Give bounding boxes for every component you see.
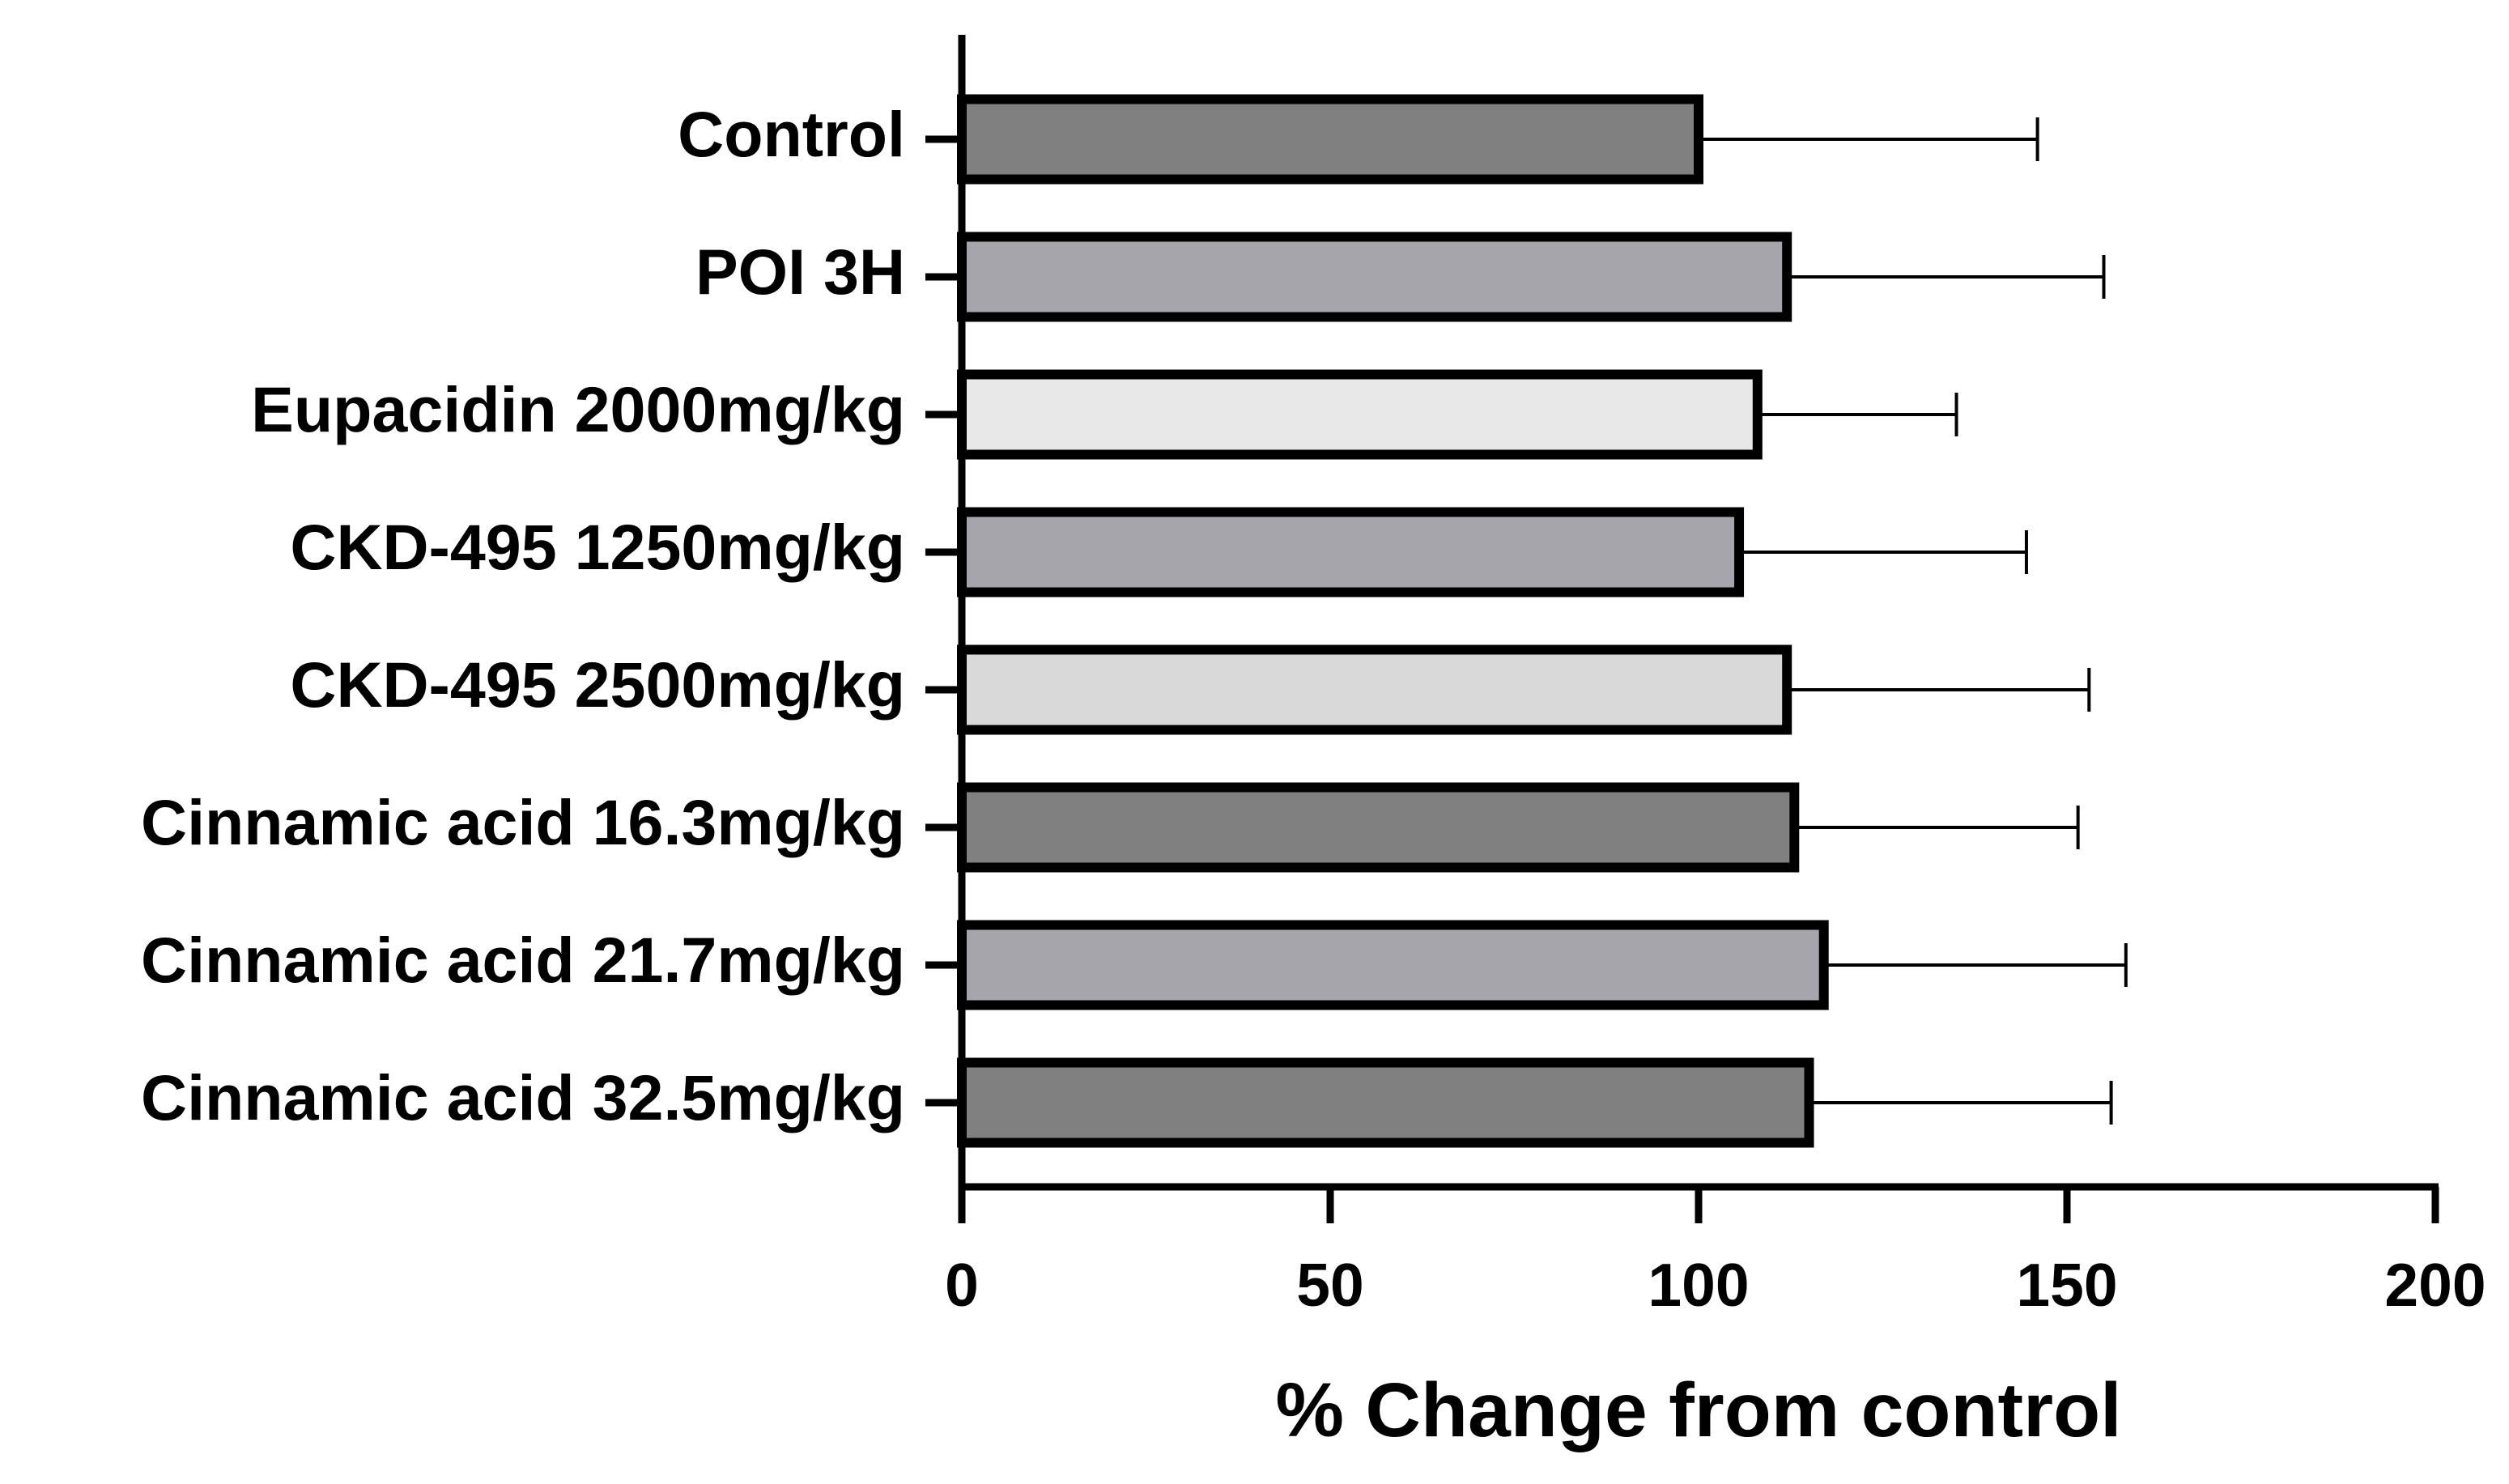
y-tick-label: CKD-495 2500mg/kg [290,648,905,721]
y-tick-label: Cinnamic acid 32.5mg/kg [141,1061,905,1133]
x-tick-label: 150 [2016,1251,2117,1319]
bar [957,232,1792,322]
y-tick-label: Control [678,98,905,170]
x-tick-label: 0 [945,1251,979,1319]
y-tick-label: POI 3H [695,236,905,308]
bar [957,644,1792,735]
y-tick-label: Cinnamic acid 16.3mg/kg [141,786,905,858]
bar [957,507,1745,597]
bar [957,1057,1814,1148]
bar [957,782,1800,873]
bar [957,920,1829,1010]
x-axis-title: % Change from control [1275,1367,2121,1453]
bar [957,94,1703,185]
x-tick-label: 50 [1296,1251,1363,1319]
x-tick-label: 200 [2384,1251,2486,1319]
x-tick-label: 100 [1648,1251,1749,1319]
y-tick-label: Cinnamic acid 21.7mg/kg [141,924,905,996]
bar [957,369,1763,460]
y-tick-label: CKD-495 1250mg/kg [290,511,905,583]
y-tick-label: Eupacidin 2000mg/kg [251,373,905,445]
